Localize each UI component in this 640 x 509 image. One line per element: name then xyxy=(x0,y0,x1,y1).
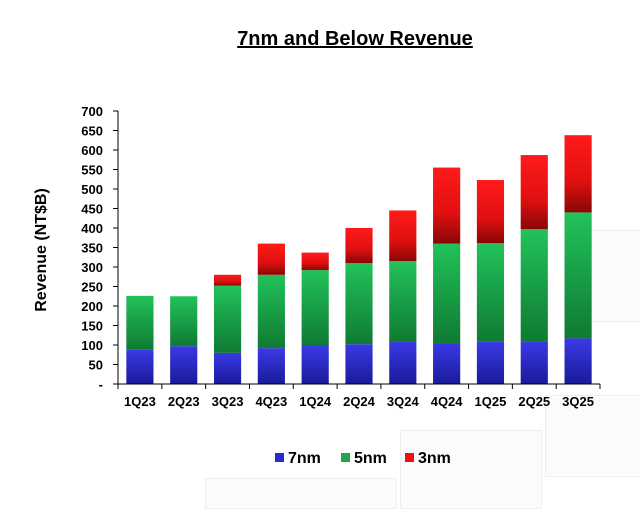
bar-5nm-1Q25 xyxy=(476,243,505,342)
y-axis-title: Revenue (NT$B) xyxy=(33,188,50,312)
y-axis: - 50 100 150 200 250 300 350 400 450 500 550 600 650 7… xyxy=(81,104,119,392)
y-tick-label: 50 xyxy=(89,358,103,373)
bar-3nm-3Q25 xyxy=(564,135,592,213)
bar-7nm-3Q25 xyxy=(564,338,592,384)
bar-5nm-4Q23 xyxy=(257,274,285,349)
bar-7nm-1Q25 xyxy=(476,341,505,384)
x-tick-label: 2Q24 xyxy=(343,394,376,409)
y-tick-label: - xyxy=(99,377,103,392)
legend-label-3nm: 3nm xyxy=(418,450,451,467)
bar-3nm-4Q24 xyxy=(433,167,461,244)
y-tick-label: 300 xyxy=(81,260,103,275)
y-tick-label: 700 xyxy=(81,104,103,119)
y-tick-label: 450 xyxy=(81,202,103,217)
chart-title: 7nm and Below Revenue xyxy=(237,28,473,50)
bar-5nm-1Q24 xyxy=(301,270,329,345)
y-tick-label: 250 xyxy=(81,280,103,295)
legend-swatch-5nm xyxy=(341,453,350,462)
x-tick-label: 3Q25 xyxy=(562,394,594,409)
bar-3nm-1Q24 xyxy=(301,252,329,271)
bar-3nm-1Q25 xyxy=(476,180,505,244)
y-tick-label: 150 xyxy=(81,319,103,334)
bar-7nm-4Q23 xyxy=(257,348,285,384)
x-axis: 1Q23 2Q23 3Q23 4Q23 1Q24 2Q24 3Q24 4Q24 1Q25 2Q25… xyxy=(117,383,601,409)
x-tick-label: 1Q25 xyxy=(475,394,507,409)
x-tick-label: 3Q23 xyxy=(212,394,244,409)
bar-7nm-1Q23 xyxy=(126,349,154,384)
bar-7nm-2Q23 xyxy=(170,346,198,384)
bar-5nm-3Q25 xyxy=(564,212,592,339)
x-tick-label: 1Q23 xyxy=(124,394,156,409)
bar-5nm-2Q23 xyxy=(170,296,198,347)
x-tick-label: 3Q24 xyxy=(387,394,420,409)
background-tile xyxy=(400,430,542,509)
x-tick-label: 4Q24 xyxy=(431,394,464,409)
x-tick-label: 4Q23 xyxy=(255,394,287,409)
x-tick-label: 2Q23 xyxy=(168,394,200,409)
bar-3nm-4Q23 xyxy=(257,243,285,275)
legend-label-5nm: 5nm xyxy=(354,450,387,467)
bar-7nm-2Q24 xyxy=(345,344,373,384)
y-tick-label: 550 xyxy=(81,163,103,178)
y-tick-label: 350 xyxy=(81,241,103,256)
bar-3nm-3Q23 xyxy=(213,274,242,286)
y-tick-label: 650 xyxy=(81,124,103,139)
legend: 7nm 5nm 3nm xyxy=(275,450,451,467)
bar-7nm-3Q24 xyxy=(389,341,417,384)
bar-7nm-3Q23 xyxy=(213,352,242,384)
bar-5nm-4Q24 xyxy=(433,243,461,344)
background-tile xyxy=(585,230,640,322)
bar-3nm-2Q24 xyxy=(345,228,373,264)
bar-3nm-3Q24 xyxy=(389,210,417,262)
bar-7nm-1Q24 xyxy=(301,345,329,384)
y-tick-label: 100 xyxy=(81,338,103,353)
x-tick-label: 2Q25 xyxy=(518,394,550,409)
y-tick-label: 600 xyxy=(81,143,103,158)
x-tick-label: 1Q24 xyxy=(299,394,332,409)
background-tile xyxy=(545,395,640,477)
legend-swatch-7nm xyxy=(275,453,284,462)
legend-label-7nm: 7nm xyxy=(288,450,321,467)
y-tick-label: 400 xyxy=(81,221,103,236)
y-tick-label: 500 xyxy=(81,182,103,197)
bar-5nm-2Q24 xyxy=(345,263,373,345)
bar-3nm-2Q25 xyxy=(520,155,548,230)
bar-5nm-3Q23 xyxy=(213,285,242,353)
bar-5nm-1Q23 xyxy=(126,295,154,350)
bar-7nm-4Q24 xyxy=(433,343,461,384)
bar-5nm-3Q24 xyxy=(389,261,417,342)
bars-group xyxy=(126,135,592,384)
bar-5nm-2Q25 xyxy=(520,229,548,342)
bar-7nm-2Q25 xyxy=(520,341,548,384)
y-tick-label: 200 xyxy=(81,299,103,314)
legend-swatch-3nm xyxy=(405,453,414,462)
